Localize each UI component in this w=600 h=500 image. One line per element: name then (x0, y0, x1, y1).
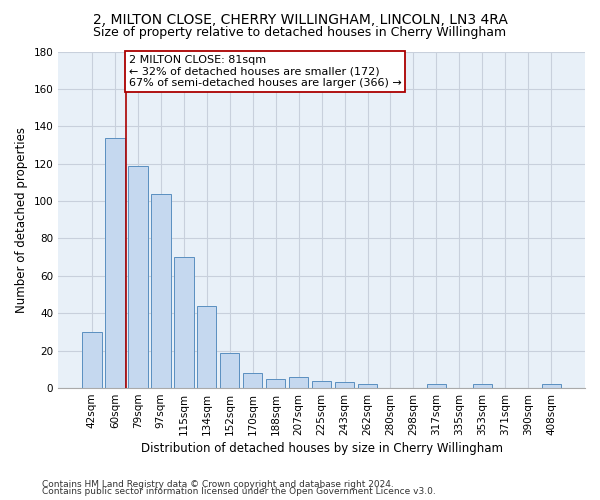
Bar (473, 384, 492, 388)
Bar (128, 166, 148, 388)
Bar (220, 352, 239, 388)
Bar (243, 373, 262, 388)
Text: Contains HM Land Registry data © Crown copyright and database right 2024.: Contains HM Land Registry data © Crown c… (42, 480, 394, 489)
Text: Size of property relative to detached houses in Cherry Willingham: Size of property relative to detached ho… (94, 26, 506, 39)
X-axis label: Distribution of detached houses by size in Cherry Willingham: Distribution of detached houses by size … (140, 442, 503, 455)
Bar (197, 306, 217, 388)
Bar (427, 384, 446, 388)
Bar (151, 194, 170, 388)
Text: 2, MILTON CLOSE, CHERRY WILLINGHAM, LINCOLN, LN3 4RA: 2, MILTON CLOSE, CHERRY WILLINGHAM, LINC… (92, 12, 508, 26)
Y-axis label: Number of detached properties: Number of detached properties (15, 127, 28, 313)
Bar (312, 380, 331, 388)
Bar (289, 377, 308, 388)
Text: 2 MILTON CLOSE: 81sqm
← 32% of detached houses are smaller (172)
67% of semi-det: 2 MILTON CLOSE: 81sqm ← 32% of detached … (128, 55, 401, 88)
Bar (358, 384, 377, 388)
Bar (105, 138, 125, 388)
Text: Contains public sector information licensed under the Open Government Licence v3: Contains public sector information licen… (42, 487, 436, 496)
Bar (82, 332, 101, 388)
Bar (266, 378, 286, 388)
Bar (174, 257, 194, 388)
Bar (542, 384, 561, 388)
Bar (335, 382, 355, 388)
